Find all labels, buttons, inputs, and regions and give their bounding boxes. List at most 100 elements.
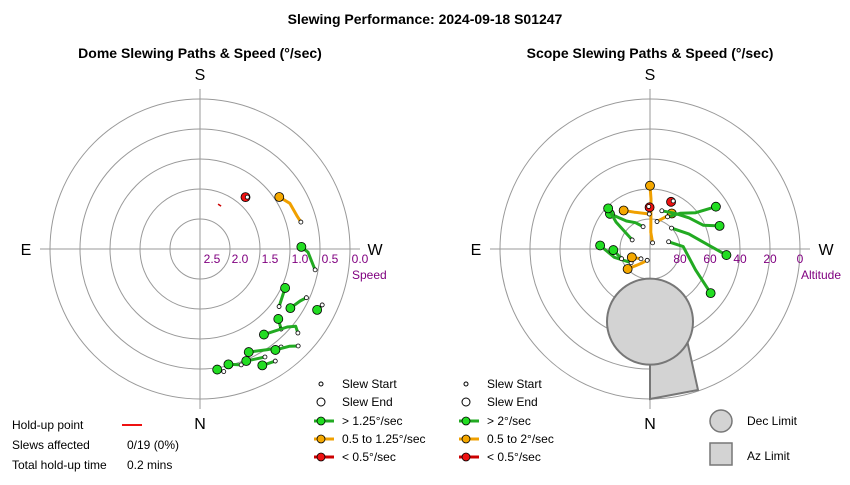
scope-slew-end-point	[639, 257, 643, 261]
scope-slew-end-point	[651, 241, 655, 245]
legend-slow: < 0.5°/sec	[342, 450, 396, 464]
dec-limit-legend-label: Dec Limit	[747, 414, 798, 428]
dome-radial-tick: 0.5	[322, 252, 339, 266]
scope-slew-end-point	[641, 225, 645, 229]
legend2-slow: < 0.5°/sec	[487, 450, 541, 464]
scope-slew-start-point	[722, 251, 731, 260]
scope-dir-right: W	[818, 242, 834, 259]
dome-slew-end-point	[299, 220, 303, 224]
legend-fast-marker	[317, 417, 325, 425]
dec-limit-legend-icon	[710, 410, 732, 432]
dome-holdup-point	[218, 204, 221, 206]
scope-slew-end-point	[647, 212, 651, 216]
scope-radial-tick: 60	[703, 252, 717, 266]
dome-radial-tick: 2.0	[232, 252, 249, 266]
dome-dir-bottom: N	[194, 416, 206, 433]
scope-slew-end-point	[670, 226, 674, 230]
slews-affected-label: Slews affected	[12, 438, 90, 452]
scope-slew-start-point	[715, 221, 724, 230]
dome-slew-end-point	[273, 359, 277, 363]
dome-slew-end-point	[263, 355, 267, 359]
az-limit-legend-icon	[710, 443, 732, 465]
dome-slew-start-point	[258, 361, 267, 370]
scope-radial-tick: 40	[733, 252, 747, 266]
scope-dir-left: E	[471, 242, 482, 259]
dome-slew-start-point	[259, 330, 268, 339]
legend2-slew-start: Slew Start	[487, 377, 542, 391]
scope-limits	[607, 279, 698, 399]
legend2-medium-marker	[462, 435, 470, 443]
scope-slew-start-point	[646, 181, 655, 190]
scope-radial-axis-label: Altitude	[801, 268, 841, 282]
dome-grid	[40, 89, 360, 409]
dome-radial-tick: 1.5	[262, 252, 279, 266]
scope-polar-chart: Scope Slewing Paths & Speed (°/sec) S N …	[471, 45, 842, 433]
dome-slew-path	[279, 197, 301, 222]
legend2-fast-marker	[462, 417, 470, 425]
dome-slew-start-point	[271, 345, 280, 354]
dome-slew-start-point	[244, 348, 253, 357]
scope-dir-bottom: N	[644, 416, 656, 433]
scope-slew-end-point	[647, 205, 651, 209]
dome-radial-tick: 0.0	[352, 252, 369, 266]
legend-slew-start: Slew Start	[342, 377, 397, 391]
az-limit-legend-label: Az Limit	[747, 449, 790, 463]
dome-slew-start-point	[213, 365, 222, 374]
dome-dir-left: E	[21, 242, 32, 259]
dome-radial-axis-label: Speed	[352, 268, 387, 282]
dome-polar-chart: Dome Slewing Paths & Speed (°/sec) S N E…	[21, 45, 387, 433]
legend2-medium: 0.5 to 2°/sec	[487, 432, 554, 446]
dome-slew-end-point	[313, 268, 317, 272]
dome-slew-start-point	[274, 314, 283, 323]
dome-legend: Slew Start Slew End > 1.25°/sec 0.5 to 1…	[314, 377, 426, 464]
legend-slew-end-marker	[317, 398, 325, 406]
scope-slew-start-point	[619, 206, 628, 215]
dome-dir-top: S	[195, 67, 206, 84]
legend-slew-end: Slew End	[342, 395, 393, 409]
legend-medium-marker	[317, 435, 325, 443]
dome-slew-path	[264, 326, 298, 334]
legend2-slew-end-marker	[462, 398, 470, 406]
holdup-info: Hold-up point Slews affected 0/19 (0%) T…	[12, 418, 179, 472]
total-holdup-label: Total hold-up time	[12, 458, 107, 472]
dome-slew-end-point	[245, 195, 249, 199]
total-holdup-value: 0.2 mins	[127, 458, 172, 472]
scope-slew-end-point	[620, 257, 624, 261]
dome-slew-end-point	[277, 305, 281, 309]
scope-radial-tick: 0	[797, 252, 804, 266]
legend2-slow-marker	[462, 453, 470, 461]
scope-slew-end-point	[660, 209, 664, 213]
scope-slew-start-point	[604, 204, 613, 213]
scope-radial-tick: 80	[673, 252, 687, 266]
scope-slew-end-point	[655, 220, 659, 224]
dome-radial-tick: 2.5	[204, 252, 221, 266]
legend-slew-start-marker	[319, 382, 323, 386]
dome-slew-start-point	[275, 192, 284, 201]
dome-slew-end-point	[304, 296, 308, 300]
limits-legend: Dec Limit Az Limit	[710, 410, 798, 465]
dome-chart-title: Dome Slewing Paths & Speed (°/sec)	[78, 45, 322, 61]
scope-slew-start-point	[609, 246, 618, 255]
dome-slew-end-point	[320, 303, 324, 307]
legend-fast: > 1.25°/sec	[342, 414, 403, 428]
dome-slew-end-point	[296, 331, 300, 335]
dome-slew-end-point	[222, 370, 226, 374]
scope-slew-end-point	[666, 215, 670, 219]
legend-medium: 0.5 to 1.25°/sec	[342, 432, 426, 446]
scope-slew-end-point	[630, 238, 634, 242]
scope-slew-start-point	[623, 264, 632, 273]
scope-slew-start-point	[596, 241, 605, 250]
scope-chart-title: Scope Slewing Paths & Speed (°/sec)	[527, 45, 774, 61]
scope-radial-tick: 20	[763, 252, 777, 266]
legend2-fast: > 2°/sec	[487, 414, 531, 428]
legend2-slew-start-marker	[464, 382, 468, 386]
scope-slew-start-point	[627, 253, 636, 262]
scope-slew-end-point	[667, 240, 671, 244]
scope-slew-end-point	[671, 199, 675, 203]
scope-slew-start-point	[706, 289, 715, 298]
dome-slew-end-point	[239, 363, 243, 367]
legend-slow-marker	[317, 453, 325, 461]
slews-affected-value: 0/19 (0%)	[127, 438, 179, 452]
dome-slew-start-point	[313, 305, 322, 314]
